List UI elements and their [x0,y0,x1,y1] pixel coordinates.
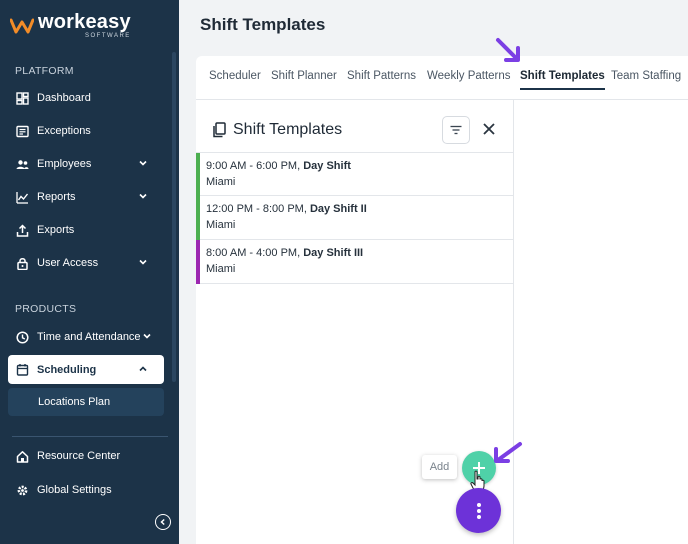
shift-color-bar [196,153,200,197]
shift-location: Miami [206,176,236,188]
shift-color-bar [196,240,200,284]
sidebar-item-global-settings[interactable]: Global Settings [8,475,164,505]
chevron-down-icon [139,193,147,199]
close-icon[interactable] [482,122,496,136]
sidebar-item-exceptions[interactable]: Exceptions [8,116,164,146]
page-title: Shift Templates [200,15,326,34]
sidebar-item-label: Resource Center [37,450,121,462]
sidebar-scrollbar[interactable] [172,52,176,382]
sidebar-item-label: Time and Attendance [37,331,141,343]
shift-template-item[interactable]: 12:00 PM - 8:00 PM, Day Shift II Miami [196,196,514,240]
sidebar-subitem-label: Locations Plan [38,396,111,408]
lock-icon [16,257,29,270]
sidebar: workeasy SOFTWARE PLATFORM Dashboard Exc… [0,0,179,544]
sidebar-item-resource-center[interactable]: Resource Center [8,441,164,471]
logo-sub: SOFTWARE [85,33,131,39]
sidebar-item-employees[interactable]: Employees [8,149,164,179]
tab-scheduler[interactable]: Scheduler [209,70,261,82]
clock-icon [16,330,29,344]
section-label-platform: PLATFORM [15,65,74,77]
shift-template-item[interactable]: 9:00 AM - 6:00 PM, Day Shift Miami [196,152,514,197]
sidebar-item-exports[interactable]: Exports [8,215,164,245]
exceptions-icon [16,125,29,138]
filter-icon [450,125,462,135]
annotation-arrow-icon [496,38,520,62]
shift-color-bar [196,196,200,240]
sidebar-item-label: Exports [37,224,75,236]
shift-location: Miami [206,263,236,275]
shift-summary: 9:00 AM - 6:00 PM, Day Shift [206,160,351,172]
logo: workeasy SOFTWARE [10,12,131,39]
chevron-down-icon [139,160,147,166]
gear-icon [16,484,29,497]
tab-shift-templates[interactable]: Shift Templates [520,70,605,90]
sidebar-item-label: Employees [37,158,92,170]
tab-team-staffing[interactable]: Team Staffing [611,70,682,82]
filter-button[interactable] [442,116,470,144]
chevron-up-icon [139,366,147,372]
sidebar-divider [12,436,168,437]
sidebar-item-user-access[interactable]: User Access [8,248,164,278]
sidebar-item-label: Scheduling [37,363,97,376]
chevron-down-icon [139,259,147,265]
panel-title: Shift Templates [212,121,342,139]
sidebar-item-dashboard[interactable]: Dashboard [8,83,164,113]
sidebar-item-scheduling[interactable]: Scheduling [8,355,164,384]
sidebar-item-time-attendance[interactable]: Time and Attendance [8,322,164,352]
shift-summary: 12:00 PM - 8:00 PM, Day Shift II [206,203,367,215]
chevron-down-icon [143,333,151,339]
sidebar-item-label: Global Settings [37,484,112,496]
shift-summary: 8:00 AM - 4:00 PM, Day Shift III [206,247,363,259]
shift-name: Day Shift II [309,203,367,215]
panel-title-text: Shift Templates [233,121,343,138]
sidebar-item-reports[interactable]: Reports [8,182,164,212]
shift-location: Miami [206,219,236,231]
tab-shift-patterns[interactable]: Shift Patterns [347,70,417,82]
chevron-left-icon [160,518,165,526]
tab-weekly-patterns[interactable]: Weekly Patterns [427,70,511,82]
shift-name: Day Shift III [303,247,364,259]
annotation-arrow-icon [494,442,522,463]
employees-icon [16,158,29,171]
sidebar-item-label: Reports [37,191,76,203]
exports-icon [16,223,29,237]
sidebar-item-label: Dashboard [37,92,91,104]
more-actions-button[interactable] [456,488,501,533]
sidebar-subitem-locations-plan[interactable]: Locations Plan [8,388,164,416]
add-tooltip: Add [422,455,457,479]
tab-bar: Scheduler Shift Planner Shift Patterns W… [196,56,688,100]
reports-icon [16,191,29,204]
calendar-icon [16,363,29,376]
shift-templates-panel: Shift Templates 9:00 AM - 6:00 PM, Day S… [196,100,514,544]
collapse-sidebar-button[interactable] [155,514,171,530]
plus-icon [473,462,485,474]
tab-shift-planner[interactable]: Shift Planner [271,70,337,82]
logo-name: workeasy [38,11,131,33]
section-label-products: PRODUCTS [15,303,77,315]
logo-icon [10,18,34,33]
more-vertical-icon [476,502,481,519]
shift-name: Day Shift [303,160,351,172]
shift-time: 12:00 PM - 8:00 PM, [206,203,310,215]
sidebar-item-label: Exceptions [37,125,91,137]
dashboard-icon [16,91,29,105]
sidebar-item-label: User Access [37,257,99,269]
home-icon [16,450,29,463]
shift-template-item[interactable]: 8:00 AM - 4:00 PM, Day Shift III Miami [196,240,514,284]
shift-time: 9:00 AM - 6:00 PM, [206,160,304,172]
shift-time: 8:00 AM - 4:00 PM, [206,247,304,259]
copy-icon [213,122,226,138]
